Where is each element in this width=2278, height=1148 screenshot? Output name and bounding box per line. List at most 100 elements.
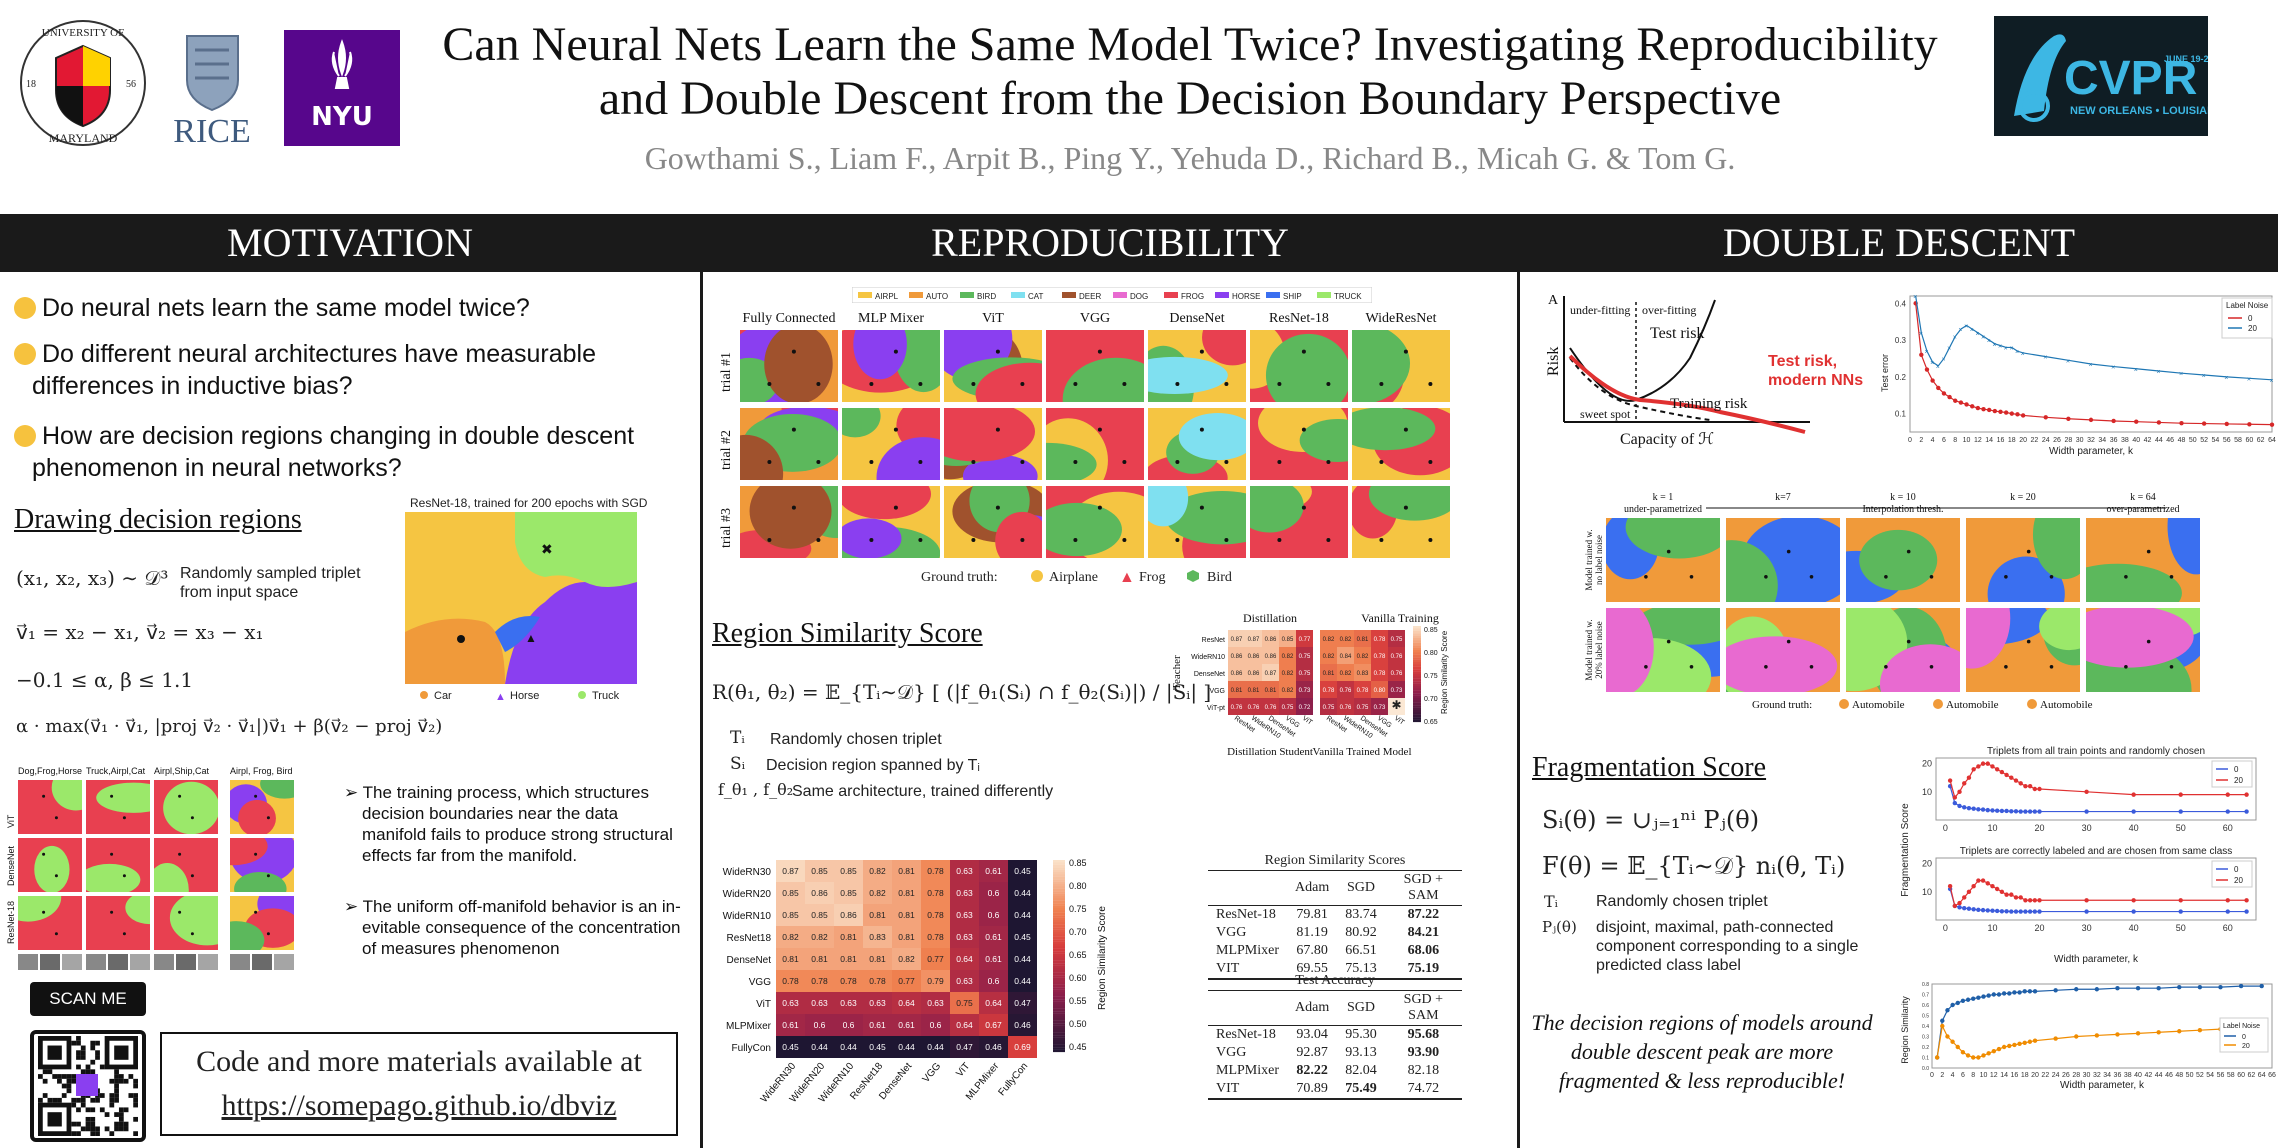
legend-swatch [1215, 292, 1229, 298]
data-point [1985, 881, 1990, 886]
data-point [2023, 898, 2028, 903]
data-point [2225, 909, 2230, 914]
triplet-point [1073, 538, 1078, 542]
qr-module [47, 1097, 53, 1103]
qr-module [80, 1097, 86, 1103]
code-url-link[interactable]: https://somepago.github.io/dbviz [221, 1089, 617, 1122]
table-row: VGG 81.19 80.92 84.21 [1208, 924, 1462, 942]
table-row: ResNet-18 79.81 83.74 87.22 [1208, 906, 1462, 925]
data-point: × [2134, 367, 2138, 374]
heatmap-cell [892, 992, 921, 1014]
triplet-point [2124, 665, 2128, 669]
distill-cell [1320, 630, 1337, 647]
colorbar-segment [1413, 702, 1421, 706]
series-line-20 [1949, 879, 2247, 907]
legend-class-label: TRUCK [1334, 292, 1362, 301]
heatmap-cell-value: 0.63 [782, 998, 799, 1008]
heatmap-cell [834, 904, 863, 926]
distill-cell [1296, 681, 1313, 698]
schematic-test-risk: Test risk [1650, 325, 1704, 342]
decision-region-tile [1148, 408, 1246, 480]
test-error-chart: ××××××××××××××× × × ×× ×××× × × × × × × × ×0 2 4 6 8 10 12… [1880, 294, 2276, 457]
triplet-point [1097, 427, 1102, 432]
heatmap-cell-value: 0.78 [927, 888, 944, 898]
dd-tile-group [1726, 518, 1840, 602]
data-point [2032, 809, 2038, 814]
distill-cell-value: 0.76 [1391, 671, 1403, 677]
data-point [1960, 998, 1966, 1003]
table-cell: 75.49 [1337, 1080, 1385, 1100]
heatmap-cell [805, 948, 834, 970]
x-tick: 4 [1951, 1072, 1955, 1079]
data-point [2053, 1036, 2058, 1041]
conclusion-text: The decision regions of models around do… [1531, 1010, 1873, 1093]
x-tick: 64 [2268, 437, 2276, 444]
data-point [1971, 907, 1976, 912]
qr-module [76, 1097, 81, 1103]
triplet-point [1689, 575, 1694, 579]
grid-tile-group [86, 838, 150, 892]
triplet-point [1277, 460, 1282, 464]
distill-cell-value: 0.82 [1282, 688, 1294, 694]
data-point [1955, 1044, 1960, 1050]
heatmap-cell-value: 0.87 [782, 866, 799, 876]
data-point [1986, 1051, 1991, 1056]
heatmap-cell-value: 0.44 [927, 1042, 944, 1052]
data-point: × [1981, 334, 1985, 341]
table-cell: 67.80 [1296, 943, 1328, 958]
triplet-point [1326, 382, 1331, 386]
colorbar-segment [1053, 977, 1065, 981]
table-cell: 82.04 [1345, 1063, 1377, 1078]
triplet-point [2169, 575, 2174, 579]
heatmap-cell-value: 0.78 [811, 976, 828, 986]
poster-header: UNIVERSITY OF MARYLAND 18 56 RICE NYU Ca… [0, 0, 2278, 214]
distill-cell [1245, 664, 1262, 681]
arch-col-label: ViT [982, 311, 1004, 326]
bullet-1: ➢ The training process, which structures… [344, 783, 673, 865]
heatmap-cell [950, 860, 979, 882]
repro-tile-group [740, 408, 838, 480]
heatmap-cell-value: 0.78 [840, 976, 857, 986]
data-point [1950, 1039, 1955, 1044]
heatmap-cell [834, 970, 863, 992]
heatmap-cell-value: 0.63 [811, 998, 828, 1008]
triplet-point [1666, 639, 1671, 644]
k-sublabel: under-parametrized [1624, 504, 1702, 515]
table-cell: 87.22 [1407, 907, 1440, 922]
decision-region-tile [842, 408, 940, 480]
qr-module [52, 1097, 58, 1103]
colorbar-segment [1053, 941, 1065, 945]
heatmap-cell [979, 860, 1008, 882]
decision-region-tile [86, 838, 150, 892]
decision-region-tile [1352, 408, 1450, 480]
dd-tile-group [1966, 608, 2080, 692]
distill-cell-value: 0.76 [1231, 705, 1243, 711]
data-point [1999, 769, 2005, 775]
triplet-point [791, 505, 796, 510]
distill-cell [1337, 698, 1354, 715]
distill-cell [1388, 630, 1405, 647]
heatmap-cell-value: 0.67 [985, 1020, 1002, 1030]
qr-code[interactable] [30, 1030, 146, 1142]
data-point [2244, 792, 2249, 797]
legend-box [2219, 1017, 2269, 1053]
colorbar-tick: 0.80 [1424, 650, 1438, 657]
data-point [2156, 1030, 2161, 1035]
distill-cell [1228, 630, 1245, 647]
data-point [2027, 989, 2033, 994]
range-equation: −0.1 ≤ α, β ≤ 1.1 [16, 668, 194, 692]
decision-region-tile [1966, 518, 2080, 602]
legend-class-label: HORSE [1232, 292, 1260, 301]
legend-car: Car [434, 690, 452, 702]
colorbar-segment [1053, 869, 1065, 873]
x-tick: 42 [2144, 1072, 2152, 1079]
data-point: × [2066, 358, 2070, 365]
triplet-point [110, 910, 114, 914]
triplet-point [1689, 665, 1694, 669]
heatmap-cell [863, 860, 892, 882]
qr-module [71, 1097, 77, 1103]
distill-cell-value: 0.81 [1323, 671, 1335, 677]
heatmap-cell-value: 0.45 [869, 1042, 886, 1052]
distill-cell-value: 0.75 [1299, 671, 1311, 677]
data-point [1966, 889, 1972, 895]
